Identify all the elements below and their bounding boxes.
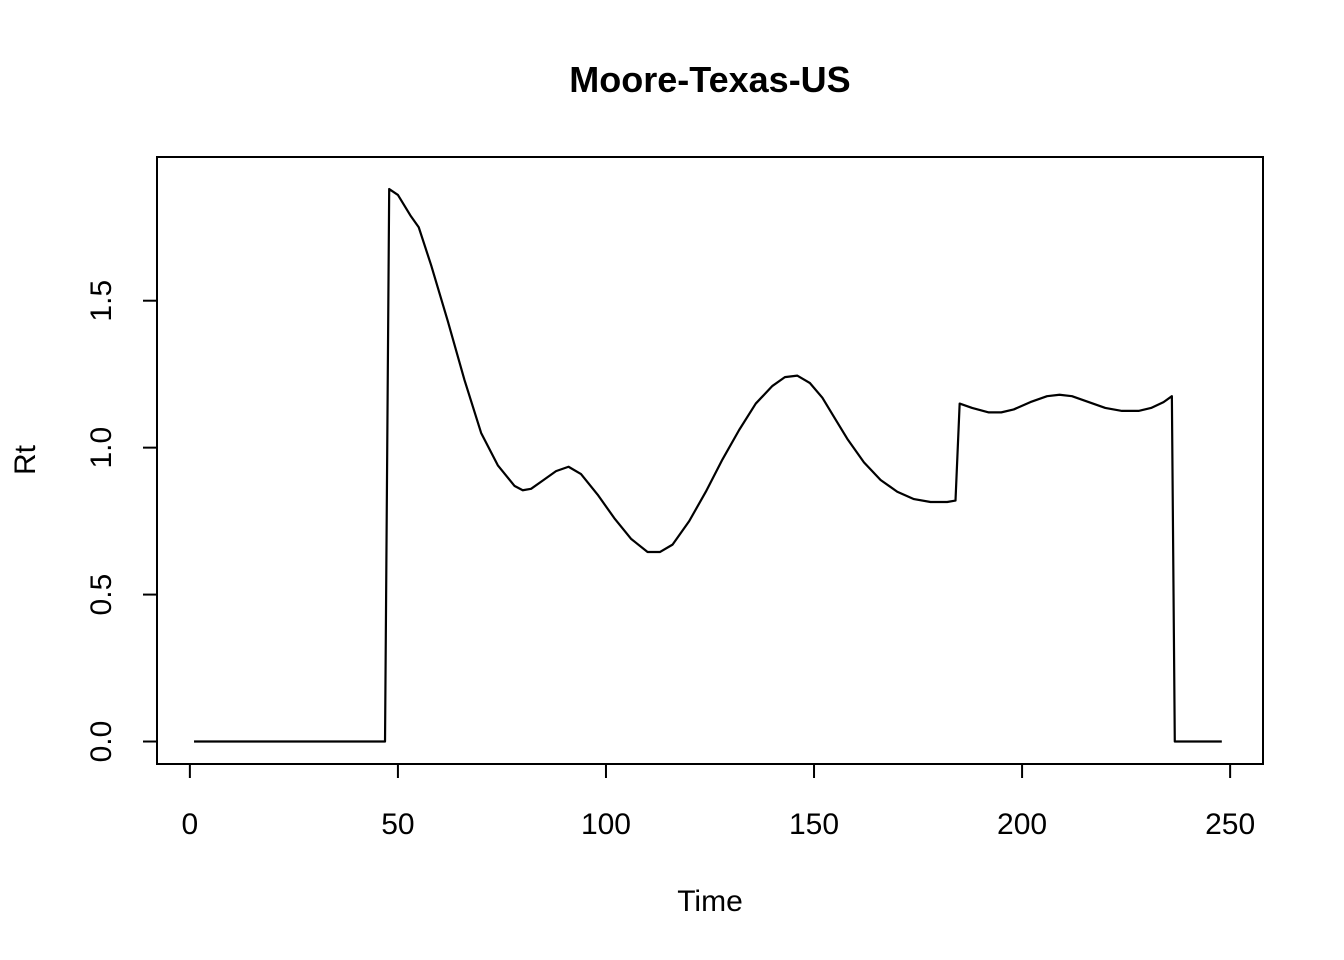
x-axis-label: Time (677, 885, 743, 918)
y-axis: 0.0 0.5 1.0 1.5 (85, 280, 158, 763)
y-tick-label: 0.5 (85, 574, 118, 616)
series-line (194, 187, 1222, 743)
chart-title: Moore-Texas-US (569, 59, 850, 100)
x-tick-label: 100 (581, 808, 631, 841)
y-tick-label: 1.5 (85, 280, 118, 322)
x-tick-label: 50 (381, 808, 414, 841)
x-tick-label: 250 (1205, 808, 1255, 841)
x-tick-label: 200 (997, 808, 1047, 841)
x-tick-label: 150 (789, 808, 839, 841)
x-axis: 0 50 100 150 200 250 (182, 763, 1255, 841)
x-tick-label: 0 (182, 808, 199, 841)
plot-box (156, 156, 1264, 765)
y-axis-label: Rt (9, 444, 42, 475)
y-tick-label: 1.0 (85, 427, 118, 469)
y-tick-label: 0.0 (85, 721, 118, 763)
